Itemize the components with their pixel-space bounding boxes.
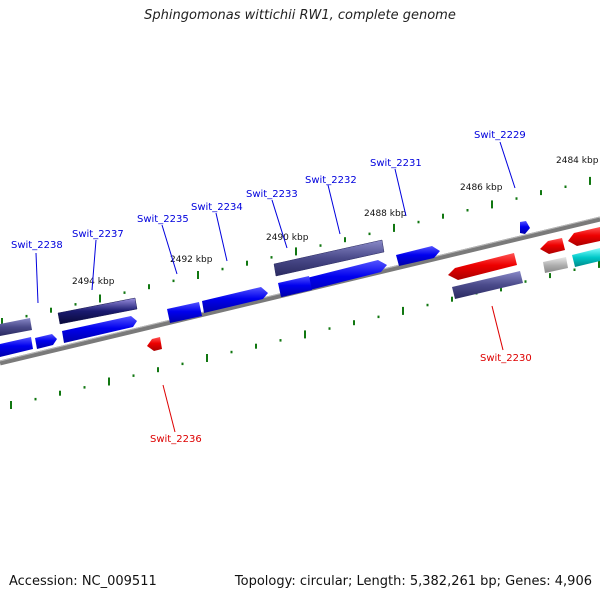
ruler-label: 2492 kbp xyxy=(170,255,213,265)
gene-label-swit-2229[interactable]: Swit_2229 xyxy=(474,130,526,141)
cds-feature[interactable] xyxy=(448,253,517,280)
label-connector xyxy=(327,184,341,235)
gene-label-swit-2237[interactable]: Swit_2237 xyxy=(72,229,124,240)
outer-tick-ring xyxy=(1,176,591,326)
cds-row-inner-forward xyxy=(0,221,530,357)
cds-feature[interactable] xyxy=(278,276,312,297)
label-connector xyxy=(394,168,407,217)
gene-label-swit-2232[interactable]: Swit_2232 xyxy=(305,175,357,186)
ruler-label: 2494 kbp xyxy=(72,277,115,287)
cds-row-outer-forward xyxy=(0,239,385,336)
cds-feature[interactable] xyxy=(568,227,600,246)
gene-label-swit-2236[interactable]: Swit_2236 xyxy=(150,434,202,445)
cds-feature[interactable] xyxy=(167,302,202,323)
label-connector xyxy=(215,212,228,262)
label-connector xyxy=(91,239,97,291)
ruler-label: 2490 kbp xyxy=(266,233,309,243)
gene-label-swit-2233[interactable]: Swit_2233 xyxy=(246,189,298,200)
map-title: Sphingomonas wittichii RW1, complete gen… xyxy=(144,8,456,23)
cds-feature[interactable] xyxy=(0,318,32,336)
gene-label-swit-2235[interactable]: Swit_2235 xyxy=(137,214,189,225)
cds-feature[interactable] xyxy=(540,238,565,254)
gene-labels: Swit_2229 Swit_2231 Swit_2232 Swit_2233 … xyxy=(11,130,532,445)
cds-feature[interactable] xyxy=(202,287,268,313)
cds-feature[interactable] xyxy=(572,248,600,267)
label-connector xyxy=(499,141,516,189)
label-connector xyxy=(161,224,178,275)
cds-feature[interactable] xyxy=(35,334,57,349)
cds-feature[interactable] xyxy=(0,337,33,357)
genome-summary-text: Topology: circular; Length: 5,382,261 bp… xyxy=(234,574,592,589)
cds-feature[interactable] xyxy=(543,257,568,273)
ruler-label: 2484 kbp xyxy=(556,156,599,166)
cds-feature[interactable] xyxy=(273,239,385,277)
label-connectors xyxy=(35,141,516,433)
cds-feature[interactable] xyxy=(520,221,530,234)
label-connector xyxy=(491,305,504,351)
cds-row-reverse xyxy=(147,227,600,351)
cds-feature[interactable] xyxy=(452,271,523,299)
ruler-label: 2488 kbp xyxy=(364,209,407,219)
label-connector xyxy=(35,252,39,304)
gene-label-swit-2234[interactable]: Swit_2234 xyxy=(191,202,243,213)
cds-feature[interactable] xyxy=(147,337,162,351)
cds-feature[interactable] xyxy=(396,246,440,266)
cds-feature[interactable] xyxy=(62,316,137,343)
accession-text: Accession: NC_009511 xyxy=(9,574,157,589)
ruler-labels: 2484 kbp 2486 kbp 2488 kbp 2490 kbp 2492… xyxy=(72,156,599,287)
label-connector xyxy=(162,384,176,433)
gene-label-swit-2231[interactable]: Swit_2231 xyxy=(370,158,422,169)
inner-tick-ring xyxy=(10,259,600,409)
gene-label-swit-2238[interactable]: Swit_2238 xyxy=(11,240,63,251)
cds-feature[interactable] xyxy=(57,297,138,325)
ruler-label: 2486 kbp xyxy=(460,183,503,193)
gene-label-swit-2230[interactable]: Swit_2230 xyxy=(480,353,532,364)
label-connector xyxy=(271,199,288,249)
